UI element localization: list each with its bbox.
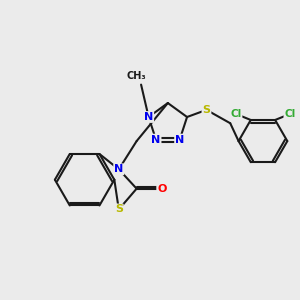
Text: N: N xyxy=(175,135,184,145)
Text: Cl: Cl xyxy=(230,109,242,119)
Text: N: N xyxy=(114,164,123,174)
Text: S: S xyxy=(202,105,211,115)
Text: Cl: Cl xyxy=(284,109,296,119)
Text: N: N xyxy=(144,112,153,122)
Text: O: O xyxy=(157,184,167,194)
Text: S: S xyxy=(115,204,123,214)
Text: CH₃: CH₃ xyxy=(127,71,146,81)
Text: N: N xyxy=(151,135,160,145)
